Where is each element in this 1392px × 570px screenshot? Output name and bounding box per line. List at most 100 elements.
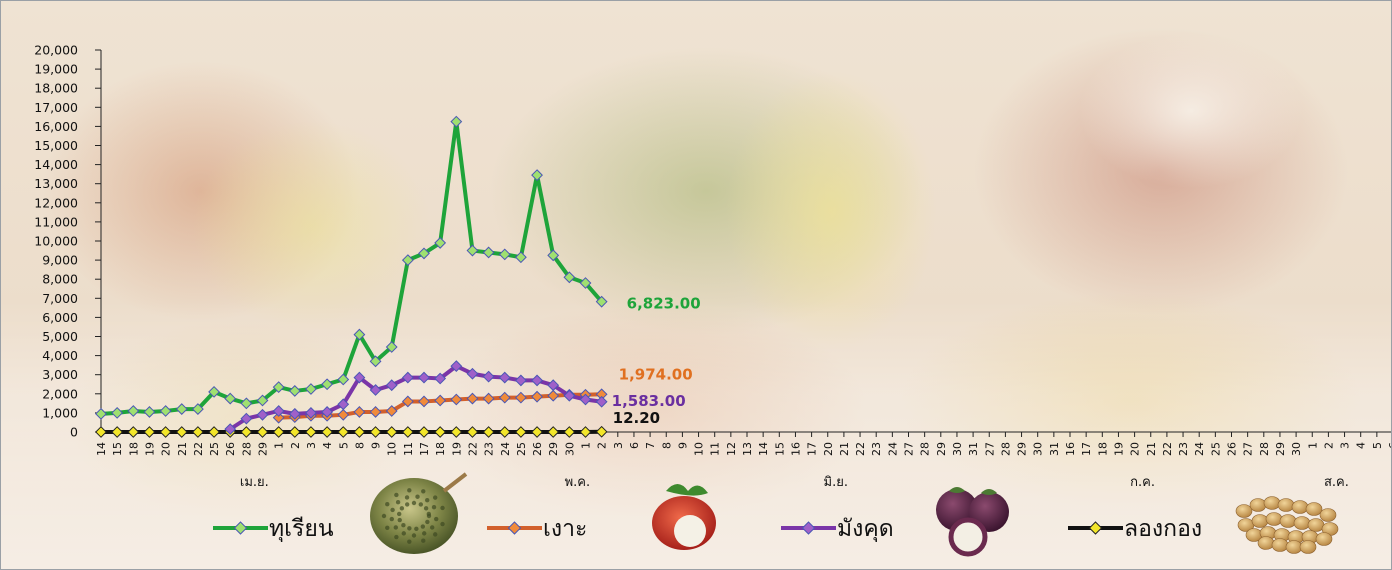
legend: ทุเรียน เงาะ มังคุด ลองกอง bbox=[213, 472, 1339, 557]
data-point bbox=[595, 425, 608, 438]
data-point bbox=[385, 405, 398, 417]
x-tick-label: 26 bbox=[224, 442, 237, 456]
x-tick-label: 17 bbox=[806, 442, 819, 456]
x-tick-label: 21 bbox=[176, 442, 189, 456]
x-tick-label: 31 bbox=[1048, 442, 1061, 456]
data-point bbox=[305, 383, 317, 395]
x-tick-label: 17 bbox=[1080, 442, 1093, 456]
y-tick-label: 14,000 bbox=[34, 157, 78, 172]
legend-label: เงาะ bbox=[543, 516, 587, 542]
data-point bbox=[224, 423, 237, 436]
data-point bbox=[224, 392, 237, 405]
data-point bbox=[418, 247, 430, 260]
data-point bbox=[240, 412, 253, 425]
y-tick-label: 19,000 bbox=[34, 62, 78, 77]
y-tick-label: 9,000 bbox=[42, 253, 78, 268]
legend-entry: ทุเรียน bbox=[213, 516, 334, 542]
y-tick-label: 15,000 bbox=[34, 138, 78, 153]
data-point bbox=[563, 271, 576, 284]
x-tick-label: 20 bbox=[160, 442, 173, 456]
data-point bbox=[385, 426, 398, 438]
data-point bbox=[579, 426, 592, 438]
y-tick-label: 13,000 bbox=[34, 176, 78, 191]
data-point bbox=[337, 398, 350, 411]
series-1 bbox=[272, 388, 608, 424]
y-tick-label: 6,000 bbox=[42, 310, 78, 325]
data-point bbox=[208, 385, 220, 398]
mangosteen-picture bbox=[936, 487, 1009, 557]
x-tick-label: 4 bbox=[321, 442, 334, 449]
x-tick-label: 5 bbox=[1371, 442, 1384, 449]
data-point bbox=[337, 426, 350, 438]
data-point bbox=[434, 237, 447, 249]
end-value-label: 1,583.00 bbox=[612, 392, 686, 410]
end-value-label: 1,974.00 bbox=[619, 365, 693, 383]
data-point bbox=[353, 328, 366, 341]
data-point bbox=[482, 246, 495, 259]
data-point bbox=[482, 392, 495, 405]
data-point bbox=[256, 394, 269, 407]
data-point bbox=[595, 295, 608, 308]
data-point bbox=[127, 426, 140, 438]
x-tick-label: 28 bbox=[240, 442, 253, 456]
x-tick-label: 19 bbox=[450, 442, 463, 456]
series-2 bbox=[224, 360, 608, 436]
data-point bbox=[498, 391, 511, 404]
x-tick-label: 7 bbox=[644, 442, 657, 449]
x-tick-label: 30 bbox=[1032, 442, 1045, 456]
data-point bbox=[531, 426, 543, 438]
x-tick-label: 8 bbox=[660, 442, 673, 449]
series-layer bbox=[95, 115, 608, 438]
x-tick-label: 30 bbox=[951, 442, 964, 456]
x-tick-label: 26 bbox=[531, 442, 544, 456]
data-point bbox=[305, 426, 317, 438]
x-tick-label: 14 bbox=[757, 442, 770, 456]
x-tick-label: 8 bbox=[353, 442, 366, 449]
durian-picture bbox=[370, 472, 468, 554]
data-point bbox=[514, 391, 527, 404]
data-point bbox=[482, 426, 495, 438]
data-point bbox=[514, 251, 527, 264]
data-point bbox=[466, 367, 479, 380]
x-tick-label: 16 bbox=[789, 442, 802, 456]
x-tick-label: 23 bbox=[483, 442, 496, 456]
legend-entry: มังคุด bbox=[781, 516, 894, 542]
legend-label: ทุเรียน bbox=[269, 516, 334, 542]
x-tick-label: 22 bbox=[854, 442, 867, 456]
data-point bbox=[531, 390, 543, 403]
x-tick-label: 24 bbox=[886, 442, 899, 456]
legend-marker bbox=[1088, 521, 1103, 535]
x-tick-label: 3 bbox=[612, 442, 625, 449]
x-tick-label: 11 bbox=[402, 442, 415, 456]
data-point bbox=[256, 426, 269, 438]
x-tick-label: 4 bbox=[1355, 442, 1368, 449]
x-axis: 14 15 18 19 20 21 22 25 26 28 29 1 2 3 4 5 8 9 10 11 17 18 19 2… bbox=[95, 431, 1391, 490]
y-tick-label: 10,000 bbox=[34, 234, 78, 249]
series-3 bbox=[95, 425, 608, 438]
data-point bbox=[579, 393, 592, 406]
x-tick-label: 28 bbox=[1258, 442, 1271, 456]
legend-label: ลองกอง bbox=[1124, 516, 1202, 542]
y-tick-label: 2,000 bbox=[42, 386, 78, 401]
legend-marker bbox=[801, 521, 816, 535]
data-point bbox=[401, 254, 414, 267]
data-point bbox=[305, 406, 317, 419]
y-tick-label: 1,000 bbox=[42, 405, 78, 420]
data-point bbox=[272, 405, 285, 417]
x-tick-label: 20 bbox=[1129, 442, 1142, 456]
data-point bbox=[337, 408, 350, 421]
data-point bbox=[191, 403, 204, 415]
data-point bbox=[401, 395, 414, 408]
x-tick-label: 1 bbox=[580, 442, 593, 449]
data-point bbox=[369, 384, 382, 396]
y-tick-label: 7,000 bbox=[42, 291, 78, 306]
y-tick-label: 17,000 bbox=[34, 100, 78, 115]
x-tick-label: 29 bbox=[547, 442, 560, 456]
x-tick-label: 20 bbox=[822, 442, 835, 456]
data-point bbox=[514, 426, 527, 438]
x-tick-label: 3 bbox=[1339, 442, 1352, 449]
data-point bbox=[401, 371, 414, 384]
month-label: มิ.ย. bbox=[824, 475, 848, 490]
x-tick-label: 16 bbox=[1064, 442, 1077, 456]
